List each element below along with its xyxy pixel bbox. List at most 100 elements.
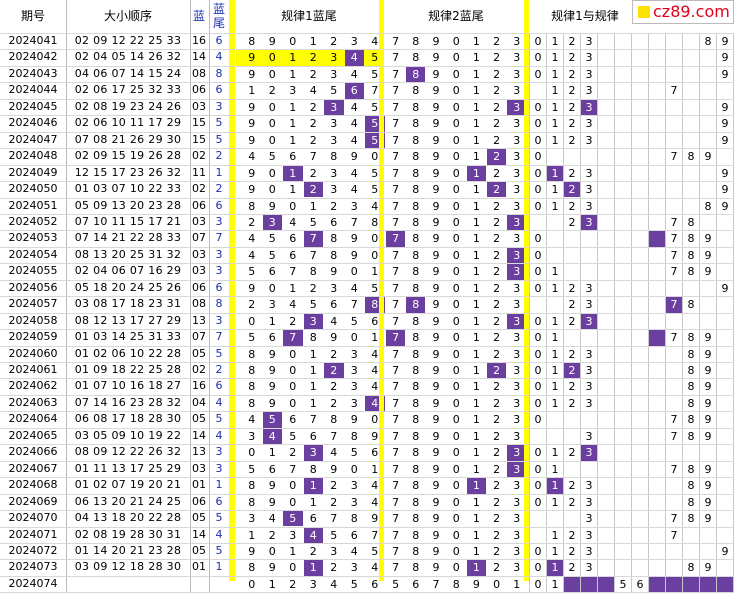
rule2-digit: 3 xyxy=(513,429,521,443)
rule2-digit: 2 xyxy=(493,544,501,558)
rule1-digit: 0 xyxy=(289,199,297,213)
period-cell[interactable]: 2024064 xyxy=(8,412,58,426)
rule2-digit: 3 xyxy=(507,313,527,330)
rule12-digit: 7 xyxy=(670,265,678,279)
period-cell[interactable]: 2024073 xyxy=(8,560,58,574)
rule12-digit xyxy=(632,149,648,164)
period-cell[interactable]: 2024068 xyxy=(8,478,58,492)
period-cell[interactable]: 2024058 xyxy=(8,313,58,327)
period-cell[interactable]: 2024055 xyxy=(8,264,58,278)
rule12-digit xyxy=(564,412,580,427)
rule12-digit: 1 xyxy=(551,183,559,197)
rule1-digit: 0 xyxy=(268,133,276,147)
header-blue-tail[interactable]: 蓝尾 xyxy=(212,2,225,30)
rule12-digit: 0 xyxy=(534,265,542,279)
row-divider xyxy=(0,246,734,248)
period-cell[interactable]: 2024045 xyxy=(8,99,58,113)
header-rule1[interactable]: 规律1蓝尾 xyxy=(281,9,337,23)
rule12-digit: 9 xyxy=(704,364,712,377)
header-rule2[interactable]: 规律2蓝尾 xyxy=(428,9,484,23)
period-cell[interactable]: 2024059 xyxy=(8,330,58,344)
period-cell[interactable]: 2024049 xyxy=(8,165,58,179)
rule12-digit xyxy=(649,544,665,559)
row-divider xyxy=(0,312,734,314)
period-cell[interactable]: 2024060 xyxy=(8,346,58,360)
rule2-digit: 0 xyxy=(452,528,460,542)
rule1-digit: 0 xyxy=(350,265,358,279)
rule12-digit: 9 xyxy=(721,166,729,180)
period-cell[interactable]: 2024047 xyxy=(8,132,58,146)
period-cell[interactable]: 2024063 xyxy=(8,395,58,409)
period-cell[interactable]: 2024043 xyxy=(8,66,58,80)
rule2-digit: 0 xyxy=(452,84,460,98)
rule12-digit xyxy=(700,445,716,460)
blue-tail-cell: 5 xyxy=(215,116,223,130)
row-divider xyxy=(0,345,734,347)
rule2-digit: 3 xyxy=(507,214,527,231)
rule12-digit: 7 xyxy=(670,232,678,246)
rule1-digit: 4 xyxy=(350,544,358,558)
period-cell[interactable]: 2024046 xyxy=(8,116,58,130)
blue-ball-cell: 14 xyxy=(192,428,206,442)
rule2-digit: 8 xyxy=(406,297,426,313)
period-cell[interactable]: 2024062 xyxy=(8,379,58,393)
blue-ball-cell: 05 xyxy=(192,543,206,557)
rule12-digit: 5 xyxy=(619,577,627,591)
period-cell[interactable]: 2024070 xyxy=(8,511,58,525)
period-cell[interactable]: 2024050 xyxy=(8,182,58,196)
rule1-digit: 8 xyxy=(350,429,358,443)
period-cell[interactable]: 2024041 xyxy=(8,34,58,47)
header-period[interactable]: 期号 xyxy=(20,9,45,23)
period-cell[interactable]: 2024065 xyxy=(8,428,58,442)
rule12-digit: 2 xyxy=(568,528,576,542)
period-cell[interactable]: 2024042 xyxy=(8,50,58,64)
rule12-digit xyxy=(700,544,716,559)
rule1-digit: 9 xyxy=(268,199,276,213)
rule12-digit xyxy=(615,462,631,477)
rule12-digit xyxy=(649,445,665,460)
period-cell[interactable]: 2024051 xyxy=(8,198,58,212)
period-cell[interactable]: 2024066 xyxy=(8,445,58,459)
rule2-digit: 3 xyxy=(513,561,521,575)
period-cell[interactable]: 2024057 xyxy=(8,297,58,311)
rule12-digit xyxy=(700,133,716,148)
blue-tail-cell: 5 xyxy=(215,511,223,525)
rule12-digit xyxy=(683,83,699,98)
rule12-digit xyxy=(564,248,580,263)
rule2-digit: 0 xyxy=(452,166,460,180)
period-cell[interactable]: 2024074 xyxy=(8,576,58,590)
rule12-digit: 8 xyxy=(687,265,695,279)
rule1-digit: 3 xyxy=(262,214,282,231)
rule2-digit: 1 xyxy=(466,560,486,576)
period-cell[interactable]: 2024069 xyxy=(8,494,58,508)
rule12-digit: 1 xyxy=(551,67,559,81)
header-rule12[interactable]: 规律1与规律 xyxy=(551,9,619,23)
rule2-digit: 8 xyxy=(412,133,420,147)
period-cell[interactable]: 2024053 xyxy=(8,231,58,245)
rule1-digit: 6 xyxy=(289,413,297,427)
rule1-digit: 8 xyxy=(309,331,317,345)
rule12-digit xyxy=(547,429,563,444)
rule1-digit: 0 xyxy=(371,248,379,262)
rule12-digit: 9 xyxy=(704,479,712,493)
period-cell[interactable]: 2024071 xyxy=(8,527,58,541)
rule1-digit: 9 xyxy=(330,265,338,279)
rule12-digit xyxy=(666,116,682,131)
rule12-digit xyxy=(683,50,699,65)
blue-tail-cell: 4 xyxy=(215,50,223,64)
period-cell[interactable]: 2024048 xyxy=(8,149,58,163)
period-cell[interactable]: 2024044 xyxy=(8,83,58,97)
period-cell[interactable]: 2024052 xyxy=(8,214,58,228)
period-cell[interactable]: 2024067 xyxy=(8,461,58,475)
period-cell[interactable]: 2024061 xyxy=(8,363,58,376)
rule12-digit xyxy=(666,34,682,49)
period-cell[interactable]: 2024056 xyxy=(8,280,58,294)
rule12-digit: 0 xyxy=(534,413,542,427)
rule12-digit xyxy=(683,445,699,460)
header-blue[interactable]: 蓝 xyxy=(192,9,205,23)
rule12-digit: 3 xyxy=(585,51,593,65)
period-cell[interactable]: 2024072 xyxy=(8,543,58,557)
red-balls-cell: 07 08 21 26 29 30 xyxy=(74,132,182,146)
period-cell[interactable]: 2024054 xyxy=(8,247,58,261)
header-draw[interactable]: 大小顺序 xyxy=(103,9,152,23)
